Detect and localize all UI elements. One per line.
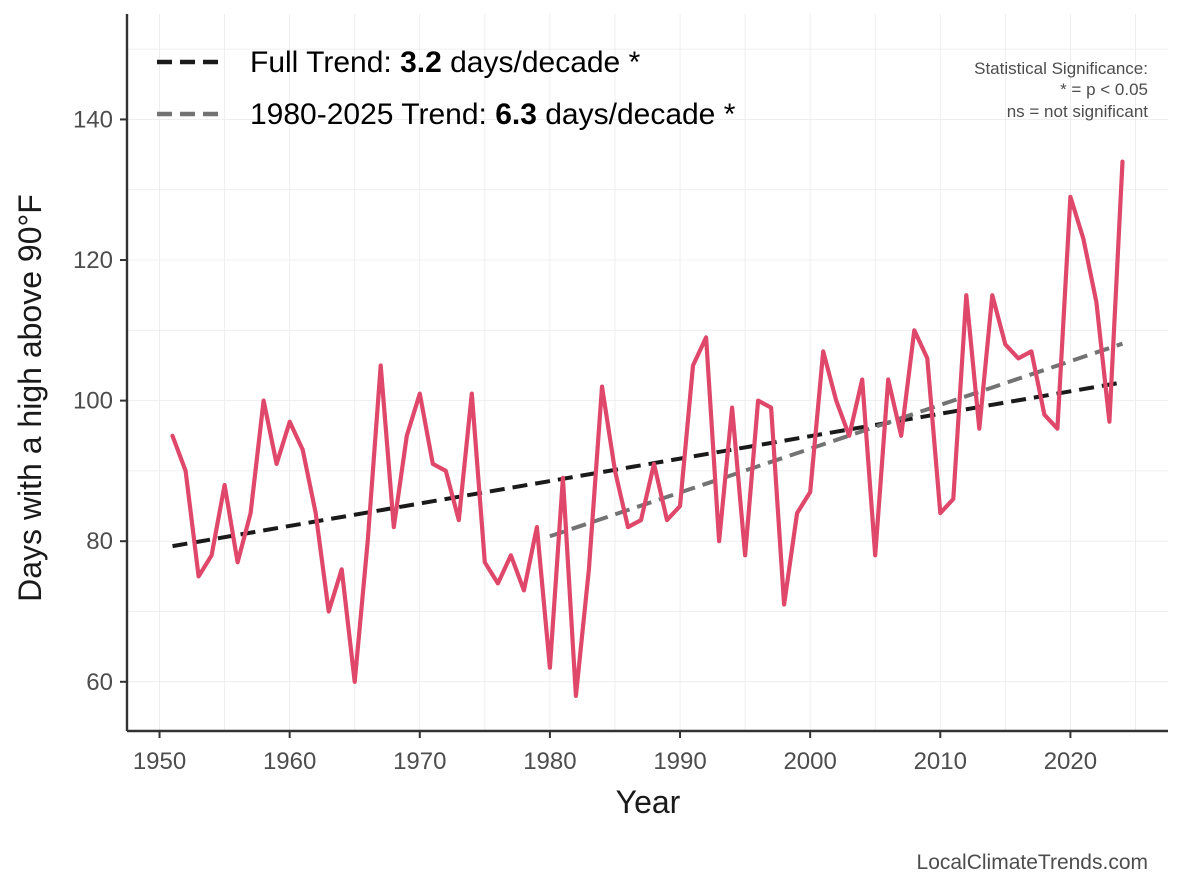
y-tick-label: 140 xyxy=(73,106,113,133)
source-credit: LocalClimateTrends.com xyxy=(917,851,1148,874)
tick-labels: 1950 1960 1970 1980 1990 2000 2010 2020 60 80 100 1… xyxy=(73,106,1097,775)
significance-note: Statistical Significance: * = p < 0.05 n… xyxy=(974,59,1148,121)
x-tick-label: 2010 xyxy=(914,748,967,775)
significance-note-line-1: Statistical Significance: xyxy=(974,59,1148,78)
x-tick-label: 1950 xyxy=(133,748,186,775)
y-tick-label: 80 xyxy=(86,528,113,555)
legend-label-prefix: 1980-2025 Trend: xyxy=(250,98,495,131)
legend-label-2: 1980-2025 Trend: 6.3 days/decade * xyxy=(250,98,736,131)
x-tick-label: 1990 xyxy=(653,748,706,775)
significance-note-line-2: * = p < 0.05 xyxy=(1060,80,1148,99)
x-tick-label: 2020 xyxy=(1044,748,1097,775)
x-tick-label: 1960 xyxy=(263,748,316,775)
legend-label-suffix: days/decade * xyxy=(442,46,641,79)
legend-label-1: Full Trend: 3.2 days/decade * xyxy=(250,46,641,79)
y-tick-label: 100 xyxy=(73,388,113,415)
x-tick-label: 2000 xyxy=(783,748,836,775)
x-tick-label: 1970 xyxy=(393,748,446,775)
x-tick-label: 1980 xyxy=(523,748,576,775)
y-tick-label: 60 xyxy=(86,669,113,696)
significance-note-line-3: ns = not significant xyxy=(1007,102,1149,121)
y-tick-label: 120 xyxy=(73,247,113,274)
gridlines xyxy=(127,14,1168,731)
series-line xyxy=(170,159,1125,699)
legend-label-prefix: Full Trend: xyxy=(250,46,400,79)
legend-label-suffix: days/decade * xyxy=(537,98,736,131)
axes xyxy=(125,14,1168,733)
data-series xyxy=(170,159,1125,699)
x-axis-title: Year xyxy=(616,784,681,820)
legend-rate: 6.3 xyxy=(495,98,537,131)
y-axis-title: Days with a high above 90°F xyxy=(12,194,48,602)
legend: Full Trend: 3.2 days/decade *1980-2025 T… xyxy=(157,46,736,131)
legend-rate: 3.2 xyxy=(400,46,442,79)
